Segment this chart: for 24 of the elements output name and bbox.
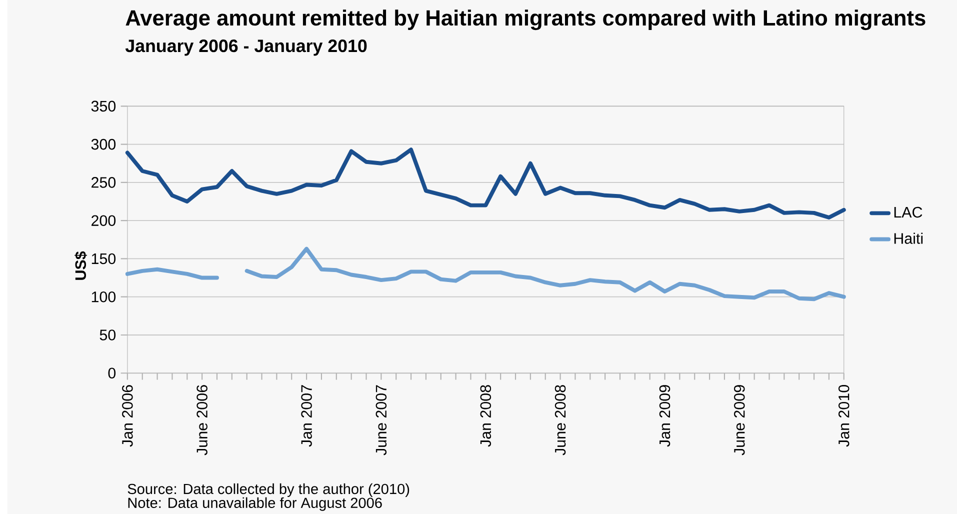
y-tick-label: 50 bbox=[100, 330, 116, 340]
y-tick-label: 350 bbox=[91, 100, 116, 112]
x-tick-label: June 2007 bbox=[376, 385, 387, 456]
y-tick-label: 150 bbox=[92, 253, 116, 264]
source-note: Source: Data collected by the author (2010) bbox=[128, 483, 410, 497]
x-tick-label: Jan 2007 bbox=[301, 385, 312, 447]
text: Note: Data unavailable for August 2006 bbox=[128, 497, 382, 511]
x-tick-label: June 2008 bbox=[554, 385, 566, 456]
legend-label: LAC bbox=[894, 206, 922, 218]
x-tick-label: June 2009 bbox=[734, 385, 745, 456]
y-axis-title: US$ bbox=[74, 251, 87, 280]
x-tick-label: June 2006 bbox=[196, 385, 208, 456]
y-tick-label: 0 bbox=[108, 368, 116, 378]
x-tick-label: Jan 2006 bbox=[122, 385, 133, 447]
y-tick-label: 250 bbox=[92, 177, 116, 188]
y-tick-label: 100 bbox=[92, 291, 116, 302]
y-tick-label: 300 bbox=[91, 138, 116, 150]
chart-subtitle: January 2006 - January 2010 bbox=[125, 40, 367, 56]
x-tick-label: Jan 2009 bbox=[659, 385, 670, 447]
legend-label: Haiti bbox=[894, 232, 923, 244]
y-tick-label: 200 bbox=[92, 215, 116, 226]
chart-title: Average amount remitted by Haitian migrants compared with Latino migrants bbox=[126, 10, 926, 30]
x-tick-label: Jan 2008 bbox=[480, 385, 492, 447]
x-tick-label: Jan 2010 bbox=[838, 385, 850, 447]
